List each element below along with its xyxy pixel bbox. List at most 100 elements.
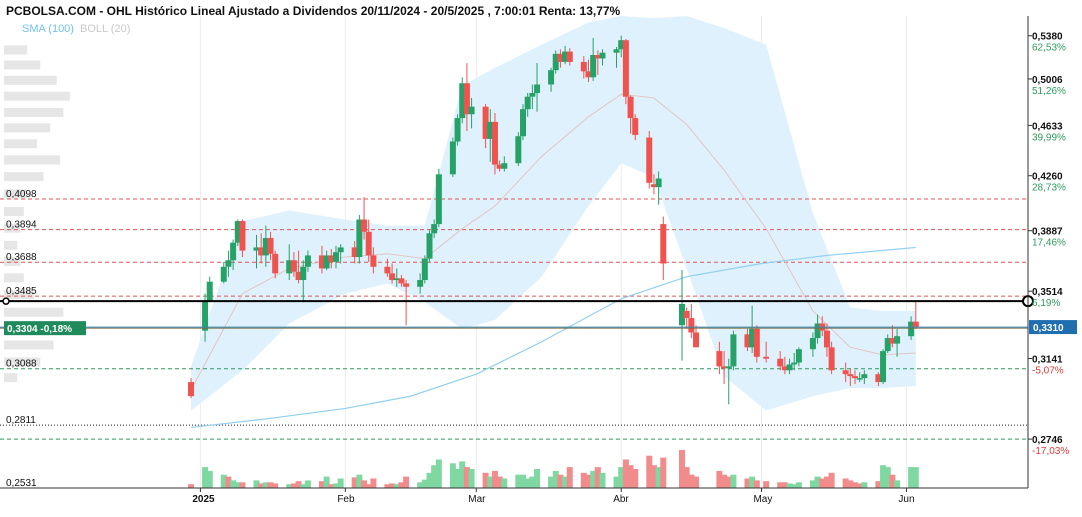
volume-bar [230,480,237,488]
candle-body [482,106,489,139]
x-tick-label: Jun [898,494,914,505]
candle-body [496,164,503,169]
volume-bar [389,483,396,488]
volume-bar [482,472,489,488]
volume-bar [300,484,307,488]
y-tick-label: 0,3141 [1032,354,1063,365]
candle-body [590,54,597,78]
volume-bar [454,469,461,488]
volume-bar [884,467,891,488]
candle-body [188,382,195,397]
candle-body [781,366,788,371]
candle-body [393,278,400,281]
candle-body [534,84,541,94]
candle-body [463,83,470,115]
y-tick-label: 0,5006 [1032,75,1063,86]
candle-body [356,219,363,258]
volume-bar [365,484,372,488]
candle-body [627,96,634,119]
candle-body [239,221,246,251]
x-tick-label: Mar [468,494,486,505]
volume-bar [590,470,597,488]
last-price-tag [1029,320,1077,335]
legend-boll[interactable]: BOLL (20) [80,23,131,35]
candle-body [487,121,494,139]
candle-body [814,323,821,339]
volume-bar [393,484,400,488]
volume-bar [809,480,816,488]
volume-profile-bar [4,307,64,317]
left-level-label: 0,4098 [6,189,37,200]
candle-body [786,364,793,371]
y-tick-label: 0,4633 [1032,121,1063,132]
volume-bar [417,482,424,488]
volume-bar [842,478,849,488]
volume-bar [730,474,737,488]
volume-bar [856,483,863,488]
x-tick-label: Feb [337,494,355,505]
bollinger-band-area [191,16,916,411]
candle-body [688,318,695,333]
volume-bar [202,467,209,488]
volume-profile-bar [4,223,21,233]
candle-body [403,283,410,287]
candle-body [884,338,891,352]
legend-sma[interactable]: SMA (100) [22,23,74,35]
volume-bar [463,467,470,488]
volume-bar [491,470,498,488]
candle-body [468,106,475,115]
candle-body [613,49,620,53]
volume-bar [889,474,896,488]
volume-bar [328,484,335,488]
candle-body [206,281,213,301]
volume-profile-bar [4,189,28,199]
candle-body [295,271,302,281]
candle-body [693,332,700,348]
candle-body [580,61,587,72]
axes [0,16,1032,492]
volume-bar [323,476,330,488]
volume-bar [239,482,246,488]
volume-profile-bar [4,107,64,117]
candle-body [253,247,260,251]
volume-bar [721,474,728,488]
candle-body [225,260,232,267]
volume-bar [421,479,428,488]
candle-body [618,40,625,50]
volume-bar [749,476,756,488]
candle-body [894,336,901,344]
candle-body [847,374,854,377]
volume-bar [781,482,788,488]
volume-bar [468,469,475,488]
candle-body [566,51,573,62]
candle-body [272,253,279,274]
volume-bar [599,472,606,488]
candle-body [622,40,629,97]
candle-body [529,93,536,97]
candle-body [660,224,667,264]
candle-body [290,260,297,272]
candle-body [763,356,770,359]
volume-bar [234,482,241,488]
candle-body [842,370,849,375]
volume-bar [594,467,601,488]
candle-body [552,53,559,71]
volume-bar [548,476,555,488]
candle-body [515,136,522,164]
candle-body [856,378,863,380]
y-tick-pct: -5,07% [1032,365,1064,376]
volume-bar [496,476,503,488]
price-levels [0,198,1028,440]
volume-bar [188,484,195,488]
candle-body [454,118,461,142]
candle-body [323,255,330,269]
volume-bar [524,478,531,488]
volume-bar [613,476,620,488]
volume-bar [678,450,685,488]
volume-bar [777,482,784,488]
candle-body [777,358,784,367]
candle-body [398,278,405,284]
indicator-legend: SMA (100) BOLL (20) [22,23,130,35]
bollinger-band [191,16,916,411]
